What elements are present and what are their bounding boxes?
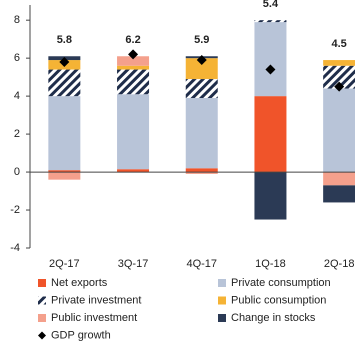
bar-segment [117,94,150,170]
legend-marker [38,331,46,340]
bar-segment [185,172,218,174]
bar-segment [185,168,218,173]
y-tick-label: 0 [14,166,20,178]
bar-segment [117,56,150,66]
bar-segment [48,172,81,180]
x-tick-label: 2Q-17 [49,258,80,270]
bar-segment [117,65,150,70]
x-tick-label: 4Q-17 [186,258,217,270]
bar-segment [254,96,287,173]
value-label: 5.8 [57,34,72,46]
bar-segment [48,96,81,171]
bar-segment [323,185,355,203]
gdp-marker [59,56,70,67]
bar-segment [323,65,355,89]
legend-swatch [218,279,226,287]
bar-segment [117,69,150,95]
bar-segment [323,60,355,66]
bar-segment [185,58,218,80]
x-tick-label: 1Q-18 [255,258,286,270]
value-label: 6.2 [125,34,140,46]
value-label: 4.5 [332,38,347,50]
bar-segment [254,20,287,23]
legend-swatch [38,279,46,287]
bar-segment [185,98,218,169]
x-tick-label: 2Q-18 [324,258,355,270]
bar-segment [48,69,81,97]
bar-segment [323,88,355,173]
bar-segment [185,79,218,99]
gdp-marker [196,55,207,66]
bar-segment [254,172,287,220]
legend-label: Private consumption [231,277,331,289]
legend-swatch [38,296,46,305]
y-tick-label: -4 [10,242,20,254]
y-tick-label: 8 [14,14,20,26]
legend-swatch [218,314,226,322]
gdp-marker [334,81,345,92]
bar-segment [323,172,355,186]
legend-label: Net exports [51,277,108,289]
y-tick-label: -2 [10,204,20,216]
bar-segment [117,169,150,173]
x-tick-label: 3Q-17 [118,258,149,270]
legend-label: Private investment [51,294,141,306]
legend-swatch [38,314,46,322]
gdp-marker [265,64,276,75]
y-tick-label: 2 [14,128,20,140]
gdp-marker [128,49,139,60]
bar-segment [254,22,287,97]
legend-label: GDP growth [51,329,111,341]
y-tick-label: 4 [14,90,20,102]
legend-label: Public investment [51,312,137,324]
legend-label: Public consumption [231,294,326,306]
value-label: 5.9 [194,34,209,46]
value-label: 5.4 [263,0,279,10]
bar-segment [48,170,81,173]
legend-label: Change in stocks [231,312,316,324]
legend-swatch [218,296,226,305]
y-tick-label: 6 [14,52,20,64]
